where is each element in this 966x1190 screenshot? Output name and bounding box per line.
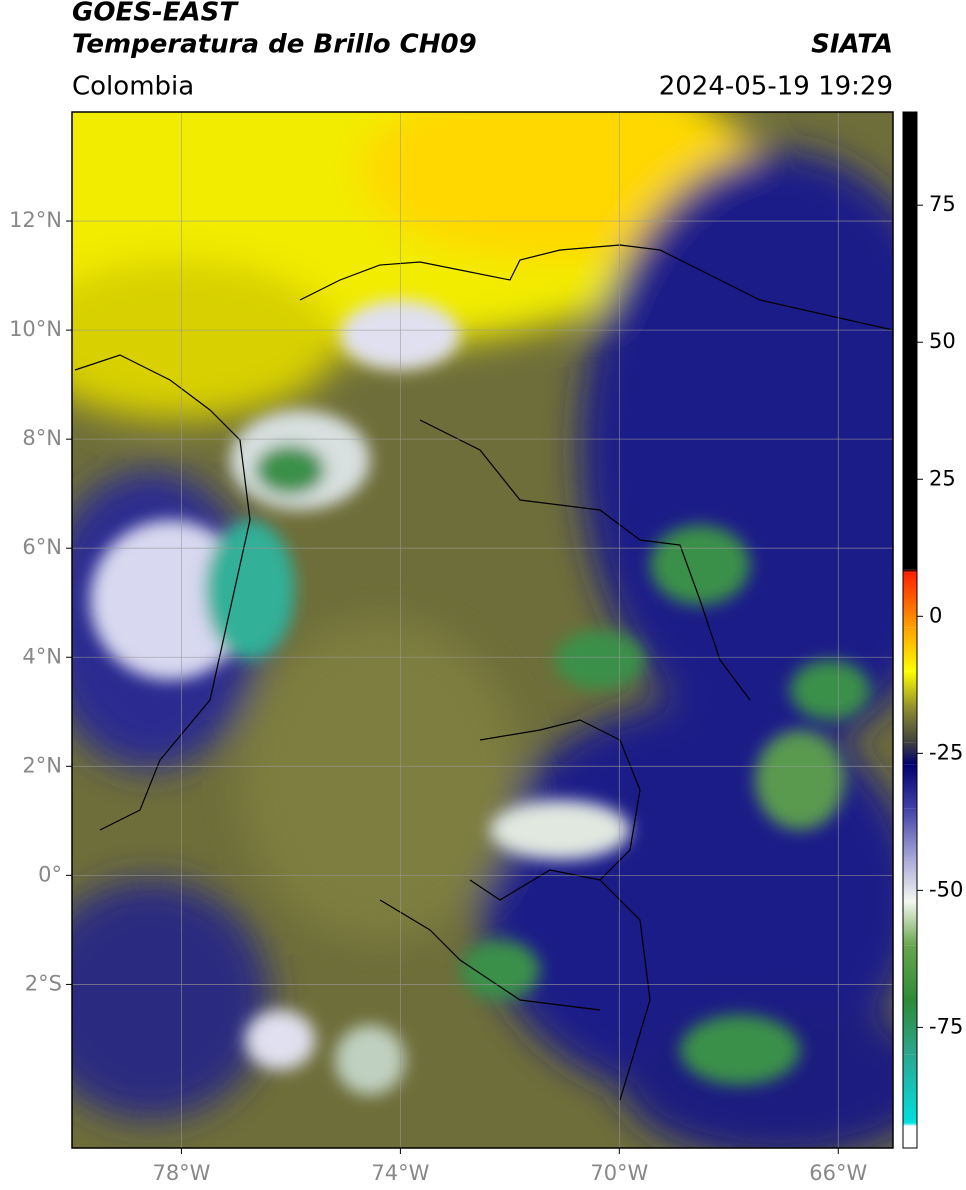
y-tick-label: 12°N [9, 208, 62, 232]
y-tick-label: 0° [38, 862, 62, 886]
colorbar-segment [903, 808, 917, 863]
colorbar-segment [903, 569, 917, 573]
x-tick-label: 78°W [152, 1161, 210, 1185]
colorbar-tick-label: 25 [929, 466, 956, 490]
colorbar-segment [903, 1054, 917, 1124]
colorbar-tick-label: -25 [929, 740, 963, 764]
colorbar-segment [903, 945, 917, 1000]
colorbar-tick-label: 50 [929, 329, 956, 353]
x-tick-label: 66°W [809, 1161, 867, 1185]
x-tick-label: 74°W [371, 1161, 429, 1185]
satellite-image [72, 112, 893, 1148]
y-tick-label: 4°N [22, 644, 62, 668]
colorbar-segment [903, 671, 917, 710]
datetime: 2024-05-19 19:29 [659, 72, 893, 102]
colorbar-frame [902, 111, 918, 1149]
y-tick-label: 6°N [22, 535, 62, 559]
colorbar-segment [903, 764, 917, 809]
colorbar-tick-label: 0 [929, 603, 942, 627]
colorbar-segment [903, 862, 917, 902]
source: SIATA [811, 30, 893, 60]
colorbar-segment [903, 1000, 917, 1055]
y-tick-label: 10°N [9, 317, 62, 341]
title: GOES-EAST [72, 0, 239, 28]
colorbar-segment [903, 572, 917, 628]
colorbar-segment [903, 742, 917, 765]
colorbar-tick-label: -75 [929, 1014, 963, 1038]
y-tick-label: 2°S [25, 971, 62, 995]
colorbar-tick-label: -50 [929, 877, 963, 901]
colorbar-segment [903, 1126, 917, 1148]
colorbar-segment [903, 112, 917, 570]
colorbar-segment [903, 627, 917, 672]
region: Colombia [72, 72, 194, 102]
colorbar-segment [903, 1123, 917, 1127]
colorbar-segment [903, 709, 917, 743]
y-tick-label: 8°N [22, 426, 62, 450]
x-tick-label: 70°W [590, 1161, 648, 1185]
y-tick-label: 2°N [22, 753, 62, 777]
colorbar-tick-label: 75 [929, 192, 956, 216]
map-frame [71, 111, 894, 1149]
subtitle: Temperatura de Brillo CH09 [72, 30, 477, 60]
colorbar-segment [903, 901, 917, 946]
